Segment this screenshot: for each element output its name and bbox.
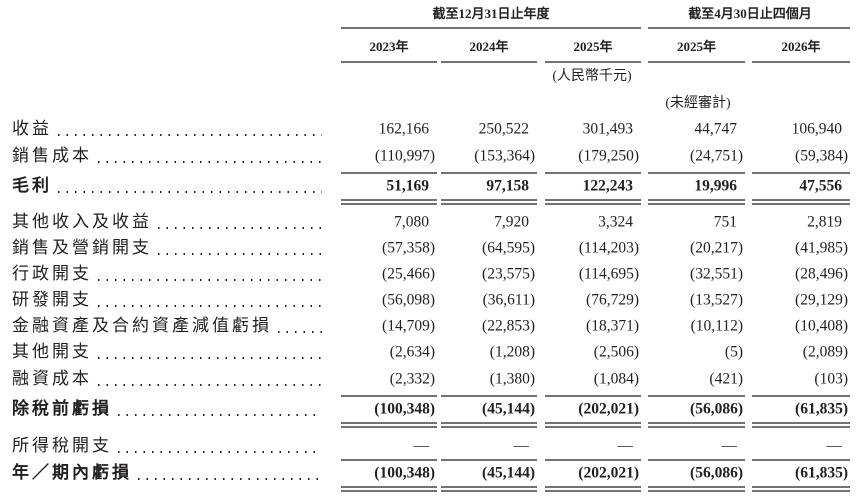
cell-value: (45,144) [482,401,535,418]
cell-value: (2,634) [390,344,435,361]
row-label: 除稅前虧損 [12,398,112,418]
cell-value: 7,080 [394,214,429,231]
currency-note: (人民幣千元) [552,68,632,84]
cell-value: (100,348) [374,465,435,482]
cell-value: (103) [814,371,848,388]
cell-value: (110,997) [375,148,435,165]
cell-value: (1,208) [490,344,535,361]
cell-value: — [617,438,634,455]
row-label: 金融資產及合約資產減值虧損 [12,316,272,335]
year-header: 2023年 [369,39,408,54]
cell-value: (41,985) [795,240,848,257]
group-title: 截至4月30日止四個月 [688,6,812,21]
cell-value: 751 [714,214,737,231]
cell-value: 51,169 [386,178,429,195]
row-label: 銷售成本 [12,146,92,165]
cell-value: (24,751) [690,148,743,165]
row-label: 其他開支 [12,342,92,361]
row-label: 研發開支 [12,290,92,309]
cell-value: (57,358) [382,240,435,257]
cell-value: (1,380) [490,371,535,388]
cell-value: (20,217) [690,240,743,257]
cell-value: (100,348) [374,401,435,418]
cell-value: — [513,438,530,455]
cell-value: (14,709) [382,318,435,335]
cell-value: 19,996 [694,178,737,195]
cell-value: 44,747 [694,121,737,138]
cell-value: (23,575) [482,266,535,283]
cell-value: (13,527) [690,292,743,309]
cell-value: 97,158 [486,178,529,195]
row-label: 年／期內虧損 [12,462,132,482]
cell-value: 250,522 [479,121,529,138]
cell-value: (2,332) [390,371,435,388]
cell-value: (32,551) [690,266,743,283]
cell-value: (202,021) [578,465,639,482]
cell-value: (25,466) [382,266,435,283]
cell-value: 301,493 [583,121,634,138]
cell-value: (421) [709,371,743,388]
cell-value: (61,835) [795,465,848,482]
cell-value: 2,819 [807,214,842,231]
row-label: 毛利 [12,175,52,195]
cell-value: (1,084) [594,371,639,388]
row-label: 融資成本 [12,369,92,388]
row-label: 所得稅開支 [12,436,112,455]
cell-value: — [413,438,430,455]
cell-value: — [826,438,843,455]
cell-value: (10,112) [691,318,743,335]
cell-value: (64,595) [482,240,535,257]
group-title: 截至12月31日止年度 [432,6,550,21]
year-header: 2025年 [573,39,612,54]
cell-value: (18,371) [586,318,639,335]
cell-value: (5) [725,344,743,361]
cell-value: (114,695) [579,266,639,283]
cell-value: (56,086) [690,401,743,418]
unaudited-note: (未經審計) [665,95,731,111]
row-label: 收益 [12,119,52,138]
cell-value: 7,920 [494,214,529,231]
cell-value: (29,129) [795,292,848,309]
cell-value: (2,506) [594,344,639,361]
cell-value: (45,144) [482,465,535,482]
cell-value: 106,940 [792,121,843,138]
cell-value: (22,853) [482,318,535,335]
row-label: 其他收入及收益 [12,212,152,231]
cell-value: (179,250) [578,148,639,165]
cell-value: (28,496) [795,266,848,283]
cell-value: (59,384) [795,148,848,165]
cell-value: 3,324 [598,214,633,231]
cell-value: — [721,438,738,455]
row-label: 銷售及營銷開支 [12,238,152,257]
cell-value: 122,243 [583,178,634,195]
year-header: 2024年 [469,39,508,54]
cell-value: (56,086) [690,465,743,482]
row-label: 行政開支 [12,264,92,283]
cell-value: (10,408) [795,318,848,335]
cell-value: (114,203) [579,240,639,257]
year-header: 2026年 [781,39,820,54]
cell-value: (36,611) [483,292,535,309]
cell-value: (202,021) [578,401,639,418]
cell-value: 47,556 [799,178,842,195]
cell-value: (56,098) [382,292,435,309]
cell-value: (76,729) [586,292,639,309]
year-header: 2025年 [677,39,716,54]
cell-value: 162,166 [379,121,430,138]
cell-value: (153,364) [474,148,535,165]
cell-value: (61,835) [795,401,848,418]
cell-value: (2,089) [803,344,848,361]
